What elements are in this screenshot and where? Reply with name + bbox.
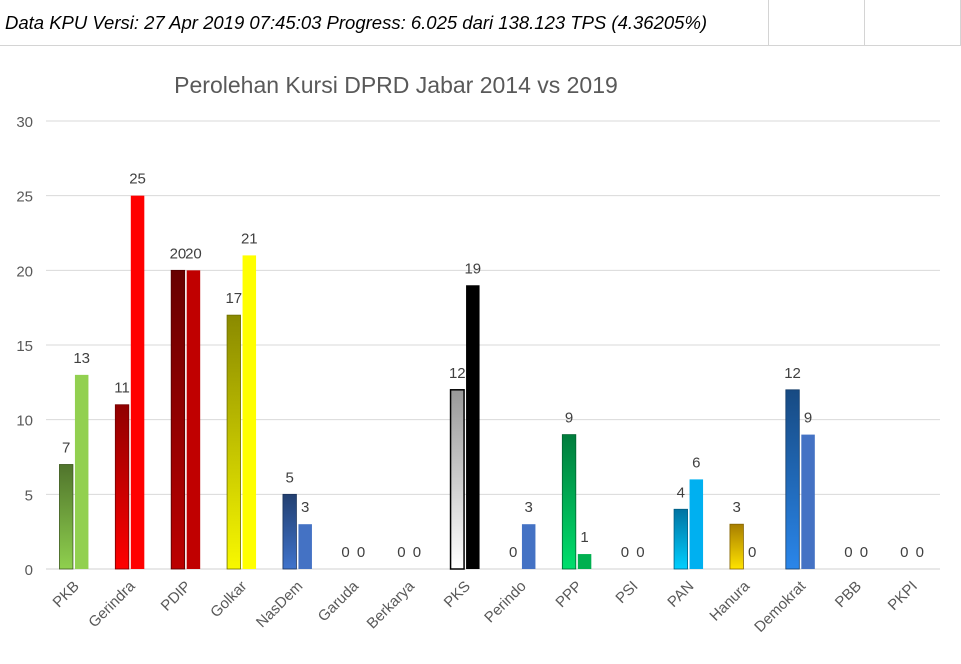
bar-pdip-series2 [186,270,201,569]
data-label: 6 [692,454,700,471]
bar-pan-series1 [673,508,688,570]
y-tick-label: 30 [16,114,33,131]
bar-demokrat-series1 [785,389,800,570]
data-label: 0 [357,544,365,561]
x-tick-label: PKB [50,578,83,611]
y-tick-label: 20 [16,263,33,280]
bar-demokrat-series2 [801,434,815,569]
x-tick-label: Hanura [706,577,753,624]
data-label: 17 [225,290,242,307]
data-label: 19 [464,260,481,277]
x-tick-label: PPP [552,578,585,611]
y-tick-label: 10 [16,413,33,430]
data-label: 12 [449,365,466,382]
bar-chart: Perolehan Kursi DPRD Jabar 2014 vs 2019 … [16,72,940,636]
x-tick-label: PKS [441,578,474,611]
data-label: 0 [636,544,644,561]
x-tick-label: Perindo [481,578,530,627]
y-tick-label: 15 [16,338,33,355]
data-label: 20 [185,245,202,262]
data-label: 3 [733,499,741,516]
data-label: 0 [900,544,908,561]
header-progress-text: Data KPU Versi: 27 Apr 2019 07:45:03 Pro… [0,0,769,46]
x-tick-label: Garuda [315,577,363,625]
header-row: Data KPU Versi: 27 Apr 2019 07:45:03 Pro… [0,0,961,46]
x-tick-label: PSI [612,578,641,607]
bar-nasdem-series2 [298,524,312,569]
data-label: 0 [860,544,868,561]
x-tick-label: Berkarya [364,577,419,632]
bar-nasdem-series1 [282,493,297,570]
x-tick-label: Demokrat [751,577,810,636]
x-tick-label: PDIP [158,578,195,615]
data-label: 21 [241,230,258,247]
data-label: 1 [580,529,588,546]
data-label: 25 [129,171,146,188]
data-label: 7 [62,439,70,456]
chart-area: Perolehan Kursi DPRD Jabar 2014 vs 2019 … [0,47,961,659]
bar-gerindra-series2 [130,195,145,569]
chart-title: Perolehan Kursi DPRD Jabar 2014 vs 2019 [174,72,618,98]
data-label: 4 [677,484,685,501]
data-label: 5 [286,469,294,486]
bar-ppp-series1 [561,434,577,570]
x-tick-label: Gerindra [85,577,139,631]
data-label: 3 [525,499,533,516]
bar-golkar-series1 [226,314,241,570]
data-label: 9 [804,410,812,427]
data-label: 20 [170,245,187,262]
bar-pks-series2 [466,285,480,569]
data-label: 0 [748,544,756,561]
x-tick-label: Golkar [207,578,250,621]
x-tick-label: PAN [664,578,697,611]
header-empty-cell [769,0,865,46]
data-label: 0 [844,544,852,561]
data-label: 0 [509,544,517,561]
bar-golkar-series2 [242,255,257,569]
bar-hanura-series1 [729,523,744,570]
x-tick-label: PKPI [885,578,921,614]
bar-pkb-series2 [74,374,89,569]
bar-pan-series2 [689,479,704,569]
x-axis-labels: PKB Gerindra PDIP Golkar NasDem Garuda Berkary… [50,577,921,636]
data-label: 0 [341,544,349,561]
header-empty-cell [865,0,961,46]
data-label: 0 [413,544,421,561]
bar-ppp-series2 [577,554,592,569]
bar-pkb-series1 [59,464,74,570]
data-label: 0 [397,544,405,561]
y-tick-label: 5 [25,487,33,504]
data-label: 9 [565,410,573,427]
x-tick-label: NasDem [253,578,306,631]
y-tick-label: 0 [25,562,33,579]
bar-gerindra-series1 [114,404,130,570]
bar-pks-series1 [449,389,465,570]
data-label: 11 [114,380,130,397]
bar-pdip-series1 [170,269,186,570]
bars [59,195,815,570]
data-label: 0 [916,544,924,561]
y-tick-label: 25 [16,189,33,206]
bar-perindo-series2 [521,524,536,569]
data-label: 0 [621,544,629,561]
y-axis-ticks: 0 5 10 15 20 25 30 [16,114,33,579]
data-label: 13 [73,350,90,367]
data-label: 3 [301,499,309,516]
x-tick-label: PBB [832,578,865,611]
data-label: 12 [784,365,801,382]
